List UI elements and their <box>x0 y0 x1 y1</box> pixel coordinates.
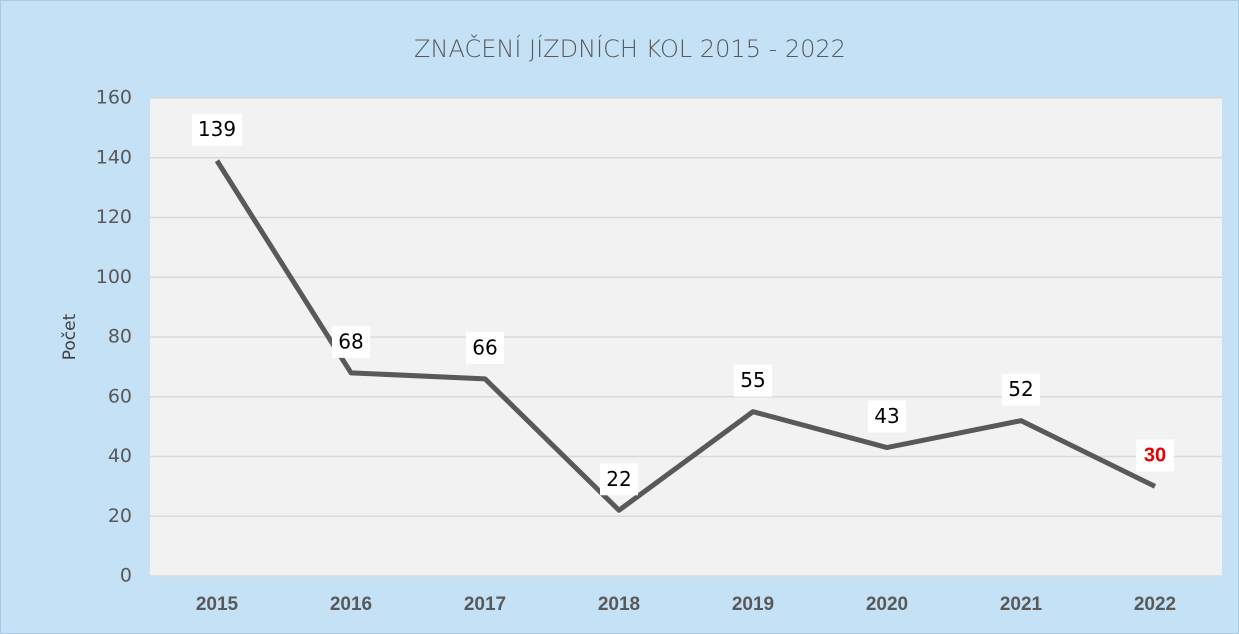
x-tick-label: 2022 <box>1134 594 1176 615</box>
line <box>214 159 1157 513</box>
data-label: 66 <box>472 335 497 359</box>
x-tick-label: 2021 <box>1000 594 1043 615</box>
data-label: 43 <box>874 404 899 428</box>
data-label-box <box>1136 439 1174 472</box>
data-label: 52 <box>1008 377 1033 401</box>
y-tick-label: 100 <box>96 266 132 288</box>
data-label-box <box>332 325 370 358</box>
y-axis-label: Počet <box>60 313 80 360</box>
x-tick-label: 2015 <box>196 594 239 615</box>
data-label-box <box>600 463 638 496</box>
data-label: 30 <box>1144 445 1166 467</box>
y-tick-label: 120 <box>96 206 132 228</box>
x-tick-label: 2020 <box>866 594 908 615</box>
y-tick-label: 20 <box>108 505 132 527</box>
y-tick-label: 0 <box>120 565 132 587</box>
chart-title: ZNAČENÍ JÍZDNÍCH KOL 2015 - 2022 <box>414 33 846 63</box>
y-tick-label: 80 <box>108 326 132 348</box>
data-label: 139 <box>198 117 236 141</box>
data-label-box <box>734 364 772 397</box>
data-label-box <box>466 331 504 364</box>
x-tick-label: 2018 <box>598 594 640 615</box>
data-label: 68 <box>338 329 363 353</box>
data-label: 55 <box>740 368 765 392</box>
y-tick-label: 160 <box>96 87 132 109</box>
data-label-box <box>868 400 906 433</box>
y-tick-label: 60 <box>108 385 132 407</box>
data-label: 22 <box>606 467 631 491</box>
y-tick-label: 40 <box>108 445 132 467</box>
x-tick-label: 2019 <box>732 594 774 615</box>
data-label-box <box>192 113 242 146</box>
y-tick-label: 140 <box>96 146 132 168</box>
x-tick-label: 2016 <box>330 594 372 615</box>
x-tick-label: 2017 <box>464 594 506 615</box>
data-label-box <box>1002 373 1040 406</box>
